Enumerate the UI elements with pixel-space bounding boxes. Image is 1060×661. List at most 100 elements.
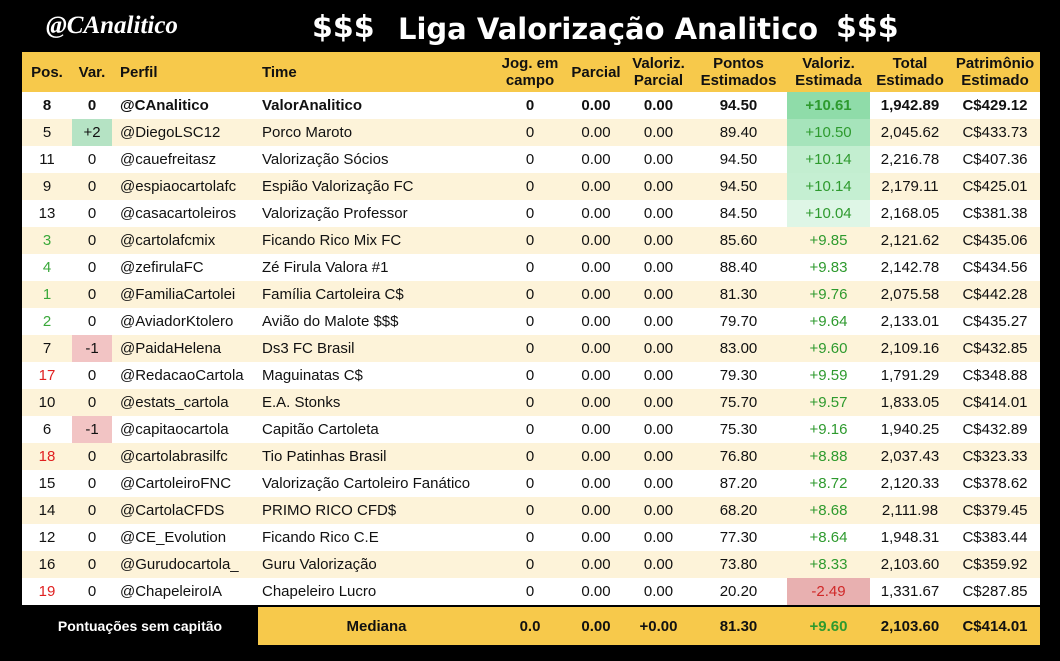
table-cell: Família Cartoleira C$	[255, 281, 495, 308]
table-cell: 0	[495, 416, 565, 443]
table-cell: Tio Patinhas Brasil	[255, 443, 495, 470]
table-cell: +9.60	[787, 335, 870, 362]
table-cell: 0.00	[627, 524, 690, 551]
table-cell: 8	[22, 92, 72, 119]
title-left: $$$	[312, 10, 375, 45]
column-header: Total Estimado	[870, 52, 950, 92]
table-cell: 12	[22, 524, 72, 551]
table-cell: C$287.85	[950, 578, 1040, 605]
table-cell: 0.00	[565, 497, 627, 524]
table-cell: 1,940.25	[870, 416, 950, 443]
footer-cell: 0.00	[565, 607, 627, 645]
table-cell: 0.00	[627, 578, 690, 605]
table-cell: 0	[495, 308, 565, 335]
table-cell: 20.20	[690, 578, 787, 605]
table-cell: +9.64	[787, 308, 870, 335]
table-cell: 1	[22, 281, 72, 308]
table-cell: +10.61	[787, 92, 870, 119]
title: Liga Valorização Analitico	[398, 12, 819, 46]
table-cell: 0	[495, 551, 565, 578]
table-cell: 0.00	[627, 389, 690, 416]
table-cell: 15	[22, 470, 72, 497]
table-cell: 0.00	[627, 200, 690, 227]
table-cell: Ficando Rico C.E	[255, 524, 495, 551]
column-header: Perfil	[112, 52, 255, 92]
table-cell: 0	[72, 497, 112, 524]
table-cell: 0.00	[565, 551, 627, 578]
table-cell: 3	[22, 227, 72, 254]
table-cell: 0	[495, 470, 565, 497]
table-cell: 1,833.05	[870, 389, 950, 416]
table-cell: 85.60	[690, 227, 787, 254]
table-cell: 0	[72, 281, 112, 308]
table-cell: 2,109.16	[870, 335, 950, 362]
table-cell: 0.00	[565, 524, 627, 551]
column-header: Jog. em campo	[495, 52, 565, 92]
table-cell: 2,216.78	[870, 146, 950, 173]
table-cell: @Gurudocartola_	[112, 551, 255, 578]
table-cell: 0.00	[565, 416, 627, 443]
table-cell: C$432.89	[950, 416, 1040, 443]
footer-cell: C$414.01	[950, 607, 1040, 645]
table-cell: 0.00	[627, 92, 690, 119]
table-cell: 0	[72, 308, 112, 335]
table-cell: 0	[495, 524, 565, 551]
table-cell: @CE_Evolution	[112, 524, 255, 551]
column-header: Valoriz. Estimada	[787, 52, 870, 92]
table-cell: 2,121.62	[870, 227, 950, 254]
table-cell: 7	[22, 335, 72, 362]
table-cell: 6	[22, 416, 72, 443]
table-cell: 0.00	[627, 551, 690, 578]
table-cell: 77.30	[690, 524, 787, 551]
table-cell: 17	[22, 362, 72, 389]
table-cell: +9.76	[787, 281, 870, 308]
table-cell: +10.04	[787, 200, 870, 227]
table-cell: 0	[495, 173, 565, 200]
table-cell: @estats_cartola	[112, 389, 255, 416]
table-cell: @capitaocartola	[112, 416, 255, 443]
column-header: Pontos Estimados	[690, 52, 787, 92]
table-cell: 0	[72, 146, 112, 173]
table-cell: 0	[495, 227, 565, 254]
table-cell: 0.00	[565, 227, 627, 254]
table-cell: Guru Valorização	[255, 551, 495, 578]
table-cell: 0	[495, 335, 565, 362]
table-cell: 0	[72, 551, 112, 578]
table-cell: Valorização Professor	[255, 200, 495, 227]
table-cell: 10	[22, 389, 72, 416]
table-cell: 0.00	[627, 281, 690, 308]
table-cell: 0.00	[565, 254, 627, 281]
table-cell: +10.14	[787, 173, 870, 200]
table-cell: 5	[22, 119, 72, 146]
table-cell: 0.00	[565, 470, 627, 497]
column-header: Pos.	[22, 52, 72, 92]
column-header: Time	[255, 52, 495, 92]
table-cell: C$348.88	[950, 362, 1040, 389]
table-cell: 87.20	[690, 470, 787, 497]
table-cell: 0	[495, 281, 565, 308]
table-cell: 0	[72, 578, 112, 605]
table-cell: 0	[72, 470, 112, 497]
table-cell: 2,111.98	[870, 497, 950, 524]
table-cell: 0.00	[565, 335, 627, 362]
table-cell: +9.83	[787, 254, 870, 281]
table-cell: @zefirulaFC	[112, 254, 255, 281]
table-cell: 0	[72, 524, 112, 551]
table-cell: 2,103.60	[870, 551, 950, 578]
table-cell: C$432.85	[950, 335, 1040, 362]
table-cell: 2,168.05	[870, 200, 950, 227]
table-cell: 94.50	[690, 146, 787, 173]
table-cell: 0	[495, 200, 565, 227]
table-cell: C$442.28	[950, 281, 1040, 308]
table-cell: 2,133.01	[870, 308, 950, 335]
table-cell: C$435.27	[950, 308, 1040, 335]
table-cell: 0.00	[565, 200, 627, 227]
table-cell: 94.50	[690, 173, 787, 200]
table-cell: @cartolafcmix	[112, 227, 255, 254]
table-cell: 2,120.33	[870, 470, 950, 497]
table-cell: E.A. Stonks	[255, 389, 495, 416]
table-cell: 2,045.62	[870, 119, 950, 146]
table-cell: 83.00	[690, 335, 787, 362]
table-cell: 2,037.43	[870, 443, 950, 470]
